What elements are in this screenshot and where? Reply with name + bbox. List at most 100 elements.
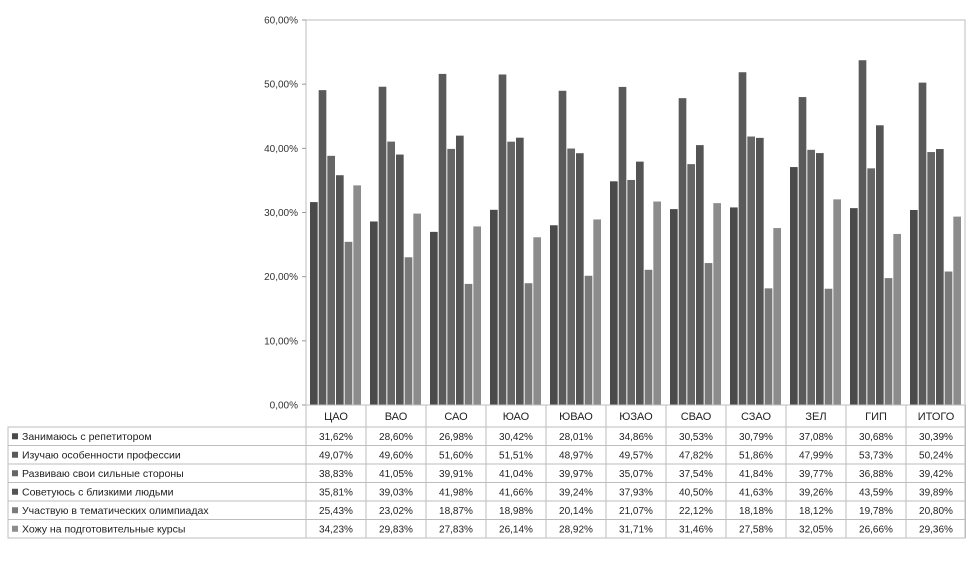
- bar: [884, 278, 893, 405]
- data-label: 40,50%: [679, 487, 713, 498]
- data-label: 48,97%: [559, 450, 593, 461]
- data-label: 18,12%: [799, 506, 833, 517]
- data-label: 41,66%: [499, 487, 533, 498]
- data-label: 28,01%: [559, 432, 593, 443]
- bar: [327, 155, 335, 405]
- bar: [807, 149, 815, 405]
- y-tick-label: 60,00%: [264, 16, 298, 27]
- category-label: ЮВАО: [559, 411, 593, 423]
- data-label: 39,91%: [439, 469, 473, 480]
- bar: [396, 154, 404, 405]
- data-label: 37,08%: [799, 432, 833, 443]
- data-label: 41,05%: [379, 469, 413, 480]
- data-label: 26,66%: [859, 524, 893, 535]
- bar: [876, 125, 884, 406]
- data-label: 18,98%: [499, 506, 533, 517]
- bar: [773, 228, 781, 405]
- data-label: 51,51%: [499, 450, 533, 461]
- data-label: 20,80%: [919, 506, 953, 517]
- bar: [464, 283, 473, 405]
- data-label: 49,07%: [319, 450, 353, 461]
- data-label: 25,43%: [319, 506, 353, 517]
- data-label: 27,58%: [739, 524, 773, 535]
- data-label: 21,07%: [619, 506, 653, 517]
- legend-swatch: [12, 451, 18, 458]
- bar: [430, 231, 438, 405]
- data-label: 32,05%: [799, 524, 833, 535]
- data-label: 49,57%: [619, 450, 653, 461]
- category-label: ЮЗАО: [619, 411, 653, 423]
- data-label: 37,93%: [619, 487, 653, 498]
- bar: [558, 90, 567, 406]
- bar: [738, 72, 747, 406]
- legend-label: Участвую в тематических олимпиадах: [22, 505, 209, 517]
- data-label: 39,26%: [799, 487, 833, 498]
- data-label: 36,88%: [859, 469, 893, 480]
- data-label: 39,42%: [919, 469, 953, 480]
- data-label: 20,14%: [559, 506, 593, 517]
- data-label: 49,60%: [379, 450, 413, 461]
- bar: [378, 86, 387, 405]
- bar: [927, 152, 935, 405]
- legend-swatch: [12, 470, 18, 477]
- bar: [696, 145, 704, 405]
- data-label: 41,63%: [739, 487, 773, 498]
- data-label: 39,03%: [379, 487, 413, 498]
- data-label: 30,42%: [499, 432, 533, 443]
- data-label: 34,86%: [619, 432, 653, 443]
- bar: [447, 148, 455, 405]
- bar: [610, 181, 618, 405]
- data-label: 50,24%: [919, 450, 953, 461]
- data-table: ЦАО ВАО САО ЮАО ЮВАО ЮЗАО СВАО СЗАО ЗЕЛ ГИП ИТОГО З…: [7, 404, 966, 539]
- bar: [704, 263, 713, 405]
- bar: [524, 283, 533, 405]
- bar: [858, 60, 867, 406]
- category-label: ЗЕЛ: [805, 411, 826, 423]
- data-label: 28,60%: [379, 432, 413, 443]
- bar: [627, 179, 635, 405]
- bar: [644, 269, 653, 405]
- data-label: 47,82%: [679, 450, 713, 461]
- data-label: 30,68%: [859, 432, 893, 443]
- data-label: 22,12%: [679, 506, 713, 517]
- bar: [730, 207, 738, 405]
- bar: [824, 288, 833, 405]
- data-label: 51,86%: [739, 450, 773, 461]
- y-tick-label: 30,00%: [264, 208, 298, 219]
- bar: [867, 168, 875, 405]
- data-label: 23,02%: [379, 506, 413, 517]
- data-label: 53,73%: [859, 450, 893, 461]
- data-label: 29,36%: [919, 524, 953, 535]
- bar: [850, 208, 858, 405]
- bar: [516, 137, 524, 405]
- bar: [678, 98, 687, 405]
- data-label: 27,83%: [439, 524, 473, 535]
- bar: [636, 161, 644, 405]
- bar: [833, 199, 841, 405]
- y-tick-label: 0,00%: [270, 401, 298, 412]
- bar: [490, 209, 498, 405]
- data-label: 18,87%: [439, 506, 473, 517]
- bar: [790, 167, 798, 405]
- data-label: 30,53%: [679, 432, 713, 443]
- category-label: СВАО: [681, 411, 712, 423]
- bar: [533, 237, 541, 405]
- data-label: 26,14%: [499, 524, 533, 535]
- bar: [498, 74, 507, 405]
- data-label: 28,92%: [559, 524, 593, 535]
- data-label: 39,89%: [919, 487, 953, 498]
- bar: [473, 226, 481, 405]
- data-label: 35,07%: [619, 469, 653, 480]
- bar: [816, 153, 824, 405]
- bar: [387, 141, 395, 406]
- y-tick-label: 10,00%: [264, 336, 298, 347]
- data-label: 35,81%: [319, 487, 353, 498]
- category-label: СЗАО: [741, 411, 772, 423]
- legend-label: Занимаюсь с репетитором: [22, 431, 152, 443]
- data-label: 43,59%: [859, 487, 893, 498]
- data-label: 39,77%: [799, 469, 833, 480]
- bar: [456, 135, 464, 405]
- bar: [336, 175, 344, 405]
- data-label: 41,98%: [439, 487, 473, 498]
